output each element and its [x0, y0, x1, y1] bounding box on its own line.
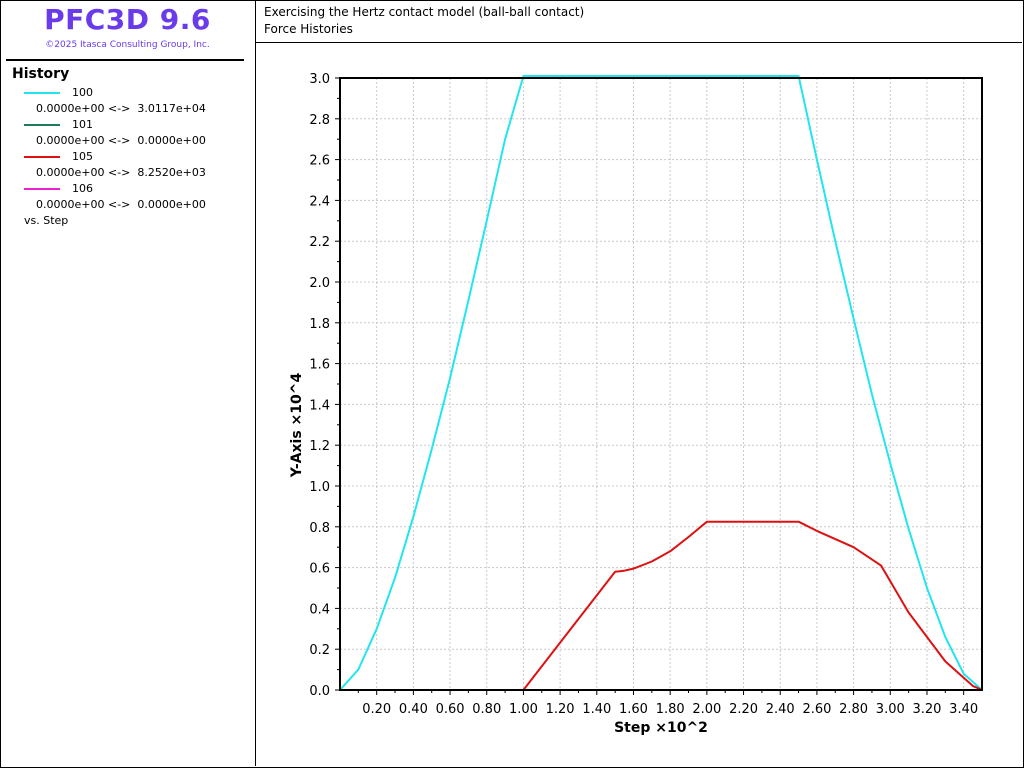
plot-title: Exercising the Hertz contact model (ball…: [264, 5, 585, 19]
force-history-chart: 0.20 0.40 0.60 0.80 1.00 1.20 1.40 1.60 1.80 2.00…: [289, 72, 983, 736]
legend-line-105: [24, 156, 60, 158]
legend-id: 106: [72, 182, 93, 195]
plot-frame: [339, 77, 983, 691]
x-tick-label: 2.80: [839, 702, 868, 717]
y-tick-label: 2.4: [309, 194, 330, 209]
x-tick-label: 1.00: [509, 702, 538, 717]
chart-grid: [340, 77, 982, 691]
legend-item-101: 101 0.0000e+00 <-> 0.0000e+00: [0, 118, 255, 150]
legend-line-101: [24, 124, 60, 126]
x-tick-label: 2.00: [692, 702, 721, 717]
x-tick-label: 0.60: [436, 702, 465, 717]
x-tick-label: 2.20: [729, 702, 758, 717]
history-title: History: [12, 66, 70, 82]
chart-series: [339, 75, 983, 691]
legend-id: 101: [72, 118, 93, 131]
legend-item-105: 105 0.0000e+00 <-> 8.2520e+03: [0, 150, 255, 182]
x-tick-label: 0.20: [362, 702, 391, 717]
x-tick-label: 1.80: [656, 702, 685, 717]
y-tick-label: 0.2: [309, 643, 330, 658]
plot-header: Exercising the Hertz contact model (ball…: [256, 0, 1022, 43]
legend-item-106: 106 0.0000e+00 <-> 0.0000e+00: [0, 182, 255, 214]
y-axis-label: Y-Axis ×10^4: [289, 373, 305, 479]
x-tick-label: 1.60: [619, 702, 648, 717]
y-tick-label: 1.6: [309, 358, 330, 373]
y-tick-label: 1.0: [309, 480, 330, 495]
legend-range: 0.0000e+00 <-> 0.0000e+00: [36, 134, 206, 147]
x-tick-label: 2.40: [766, 702, 795, 717]
chart-axes: 0.20 0.40 0.60 0.80 1.00 1.20 1.40 1.60 1.80 2.00…: [309, 72, 983, 717]
legend-id: 105: [72, 150, 93, 163]
y-tick-label: 0.6: [309, 562, 330, 577]
history-panel: PFC3D 9.6 ©2025 Itasca Consulting Group,…: [0, 0, 256, 766]
x-tick-label: 3.00: [876, 702, 905, 717]
x-tick-label: 1.20: [546, 702, 575, 717]
y-tick-label: 0.8: [309, 521, 330, 536]
y-tick-label: 2.6: [309, 154, 330, 169]
legend-item-100: 100 0.0000e+00 <-> 3.0117e+04: [0, 86, 255, 118]
x-tick-label: 3.20: [912, 702, 941, 717]
legend-line-100: [24, 92, 60, 94]
y-tick-label: 1.4: [309, 398, 330, 413]
x-axis-label: Step ×10^2: [614, 720, 708, 736]
series-line-105: [340, 520, 983, 691]
y-tick-label: 0.4: [309, 602, 330, 617]
x-tick-label: 3.40: [949, 702, 978, 717]
vs-step-label: vs. Step: [24, 214, 69, 227]
y-tick-label: 3.0: [309, 72, 330, 87]
legend-id: 100: [72, 86, 93, 99]
y-tick-label: 1.2: [309, 439, 330, 454]
legend-range: 0.0000e+00 <-> 3.0117e+04: [36, 102, 206, 115]
x-tick-label: 1.40: [582, 702, 611, 717]
y-tick-label: 2.8: [309, 113, 330, 128]
panel-divider: [6, 59, 244, 61]
x-tick-label: 2.60: [802, 702, 831, 717]
x-tick-label: 0.80: [472, 702, 501, 717]
y-tick-label: 2.2: [309, 235, 330, 250]
copyright-text: ©2025 Itasca Consulting Group, Inc.: [45, 40, 210, 50]
app-title: PFC3D 9.6: [44, 3, 211, 36]
x-tick-label: 0.40: [399, 702, 428, 717]
plot-subtitle: Force Histories: [264, 22, 353, 36]
y-tick-label: 2.0: [309, 276, 330, 291]
legend-line-106: [24, 188, 60, 190]
y-tick-label: 1.8: [309, 317, 330, 332]
series-line-100: [339, 75, 983, 691]
history-legend: 100 0.0000e+00 <-> 3.0117e+04 101 0.0000…: [0, 86, 255, 214]
legend-range: 0.0000e+00 <-> 0.0000e+00: [36, 198, 206, 211]
legend-range: 0.0000e+00 <-> 8.2520e+03: [36, 166, 206, 179]
y-tick-label: 0.0: [309, 684, 330, 699]
